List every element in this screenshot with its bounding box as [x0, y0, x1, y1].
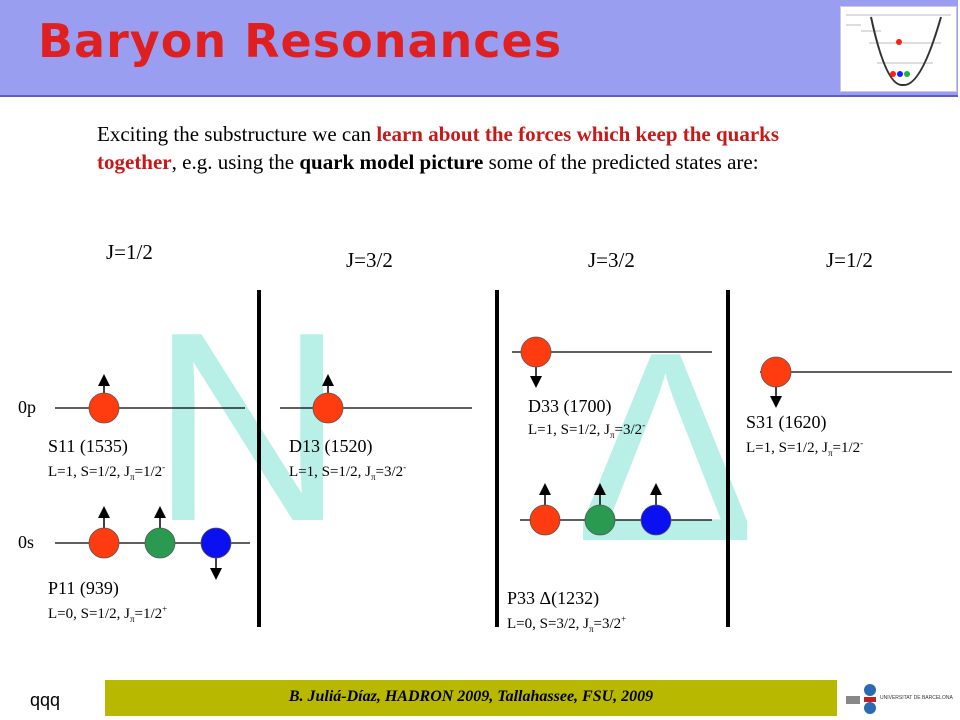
- quantum-numbers: L=1, S=1/2, Jπ=3/2-: [528, 420, 646, 440]
- big-letter-n: N: [150, 277, 345, 578]
- intro-part-1: Exciting the substructure we can: [97, 122, 377, 146]
- red-quark: [312, 392, 344, 424]
- potential-well-logo: [840, 6, 957, 92]
- page-title: Baryon Resonances: [38, 14, 563, 68]
- quantum-numbers: L=1, S=1/2, Jπ=1/2-: [746, 438, 864, 458]
- state-name: P11 (939): [48, 578, 119, 598]
- red-quark: [529, 504, 561, 536]
- blue-dot: [897, 71, 903, 77]
- quantum-numbers: L=1, S=1/2, Jπ=3/2-: [289, 462, 407, 482]
- red-dot: [890, 71, 896, 77]
- footer-citation: B. Juliá-Díaz, HADRON 2009, Tallahassee,…: [288, 688, 654, 705]
- university-logo-graphic: [846, 684, 876, 714]
- potential-well-graphic: [846, 14, 951, 86]
- j-label: J=3/2: [588, 248, 635, 272]
- quantum-numbers: L=0, S=1/2, Jπ=1/2+: [48, 604, 168, 624]
- state-name: P33 Δ(1232): [507, 588, 600, 608]
- red-quark: [520, 336, 552, 368]
- corner-text: qqq: [30, 690, 61, 710]
- level-label-0p: 0p: [18, 397, 36, 417]
- footer-bar: B. Juliá-Díaz, HADRON 2009, Tallahassee,…: [105, 680, 837, 716]
- title-bar: [0, 0, 958, 97]
- blue-quark: [640, 504, 672, 536]
- intro-part-2: , e.g. using the: [171, 150, 300, 174]
- blue-quark: [200, 527, 232, 559]
- state-name: D33 (1700): [528, 396, 612, 416]
- red-dot: [896, 39, 902, 45]
- state-name: S11 (1535): [48, 436, 128, 456]
- big-letter-delta: Δ: [575, 297, 755, 598]
- university-logo-text: UNIVERSITAT DE BARCELONA: [880, 695, 953, 701]
- intro-part-3: some of the predicted states are:: [483, 150, 759, 174]
- level-label-0s: 0s: [18, 532, 35, 552]
- university-logo: UNIVERSITAT DE BARCELONA: [846, 682, 956, 718]
- intro-highlight: learn about the forces which keep the qu…: [97, 122, 780, 174]
- green-dot: [904, 71, 910, 77]
- green-quark: [144, 527, 176, 559]
- j-label: J=1/2: [106, 240, 153, 264]
- red-quark: [88, 527, 120, 559]
- red-quark: [88, 392, 120, 424]
- intro-bold: quark model picture: [299, 150, 484, 174]
- j-label: J=3/2: [346, 248, 393, 272]
- j-label: J=1/2: [826, 248, 873, 272]
- quantum-numbers: L=1, S=1/2, Jπ=1/2-: [48, 462, 166, 482]
- state-name: D13 (1520): [289, 436, 373, 456]
- intro-text: Exciting the substructure we can learn a…: [97, 120, 857, 176]
- state-name: S31 (1620): [746, 412, 827, 432]
- green-quark: [584, 504, 616, 536]
- red-quark: [760, 356, 792, 388]
- quantum-numbers: L=0, S=3/2, Jπ=3/2+: [507, 614, 627, 634]
